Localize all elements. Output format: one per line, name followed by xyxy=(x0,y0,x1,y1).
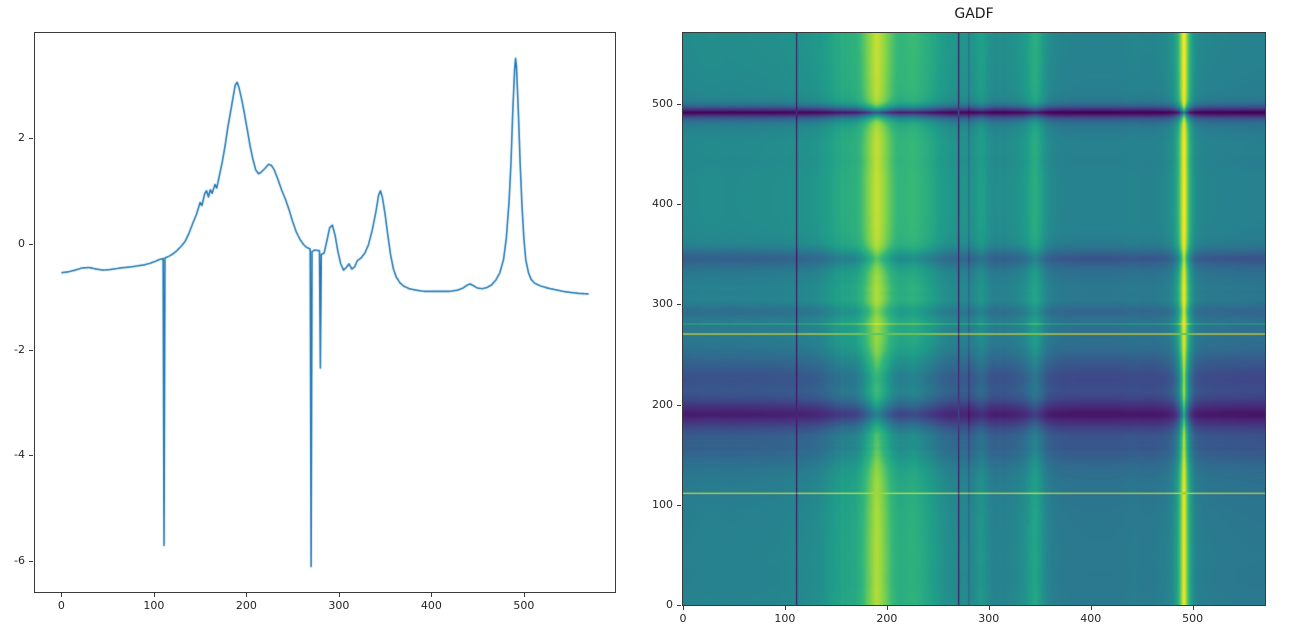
x-tick-mark xyxy=(1192,606,1194,610)
y-tick-label: 0 xyxy=(18,236,25,250)
x-tick-mark xyxy=(886,606,888,610)
y-tick-mark xyxy=(677,204,681,206)
y-tick-mark xyxy=(677,404,681,406)
x-tick-mark xyxy=(1090,606,1092,610)
x-tick-mark xyxy=(784,606,786,610)
x-tick-mark xyxy=(431,593,433,597)
y-tick-mark xyxy=(677,304,681,306)
x-tick-label: 0 xyxy=(57,599,65,612)
x-tick-label: 0 xyxy=(679,612,687,625)
y-tick-label: 300 xyxy=(652,297,673,311)
line-plot-area xyxy=(34,32,616,593)
y-tick-label: -4 xyxy=(14,448,25,462)
x-tick-mark xyxy=(523,593,525,597)
x-tick-label: 100 xyxy=(774,612,796,625)
x-tick-mark xyxy=(988,606,990,610)
y-tick-mark xyxy=(677,104,681,106)
x-tick-mark xyxy=(246,593,248,597)
y-tick-mark xyxy=(29,349,33,351)
gadf-heatmap-canvas xyxy=(683,33,1265,605)
y-tick-mark xyxy=(677,504,681,506)
y-tick-label: 2 xyxy=(18,130,25,144)
x-tick-label: 300 xyxy=(978,612,1000,625)
x-tick-label: 400 xyxy=(420,599,442,612)
x-tick-label: 400 xyxy=(1080,612,1102,625)
x-tick-label: 100 xyxy=(143,599,165,612)
x-tick-label: 200 xyxy=(876,612,898,625)
x-tick-mark xyxy=(153,593,155,597)
x-tick-label: 300 xyxy=(328,599,350,612)
x-tick-label: 500 xyxy=(1182,612,1204,625)
y-tick-mark xyxy=(677,605,681,606)
y-tick-label: 0 xyxy=(666,598,673,611)
y-tick-label: -6 xyxy=(14,554,25,568)
gadf-title: GADF xyxy=(954,6,994,22)
y-tick-label: -2 xyxy=(14,342,25,356)
y-tick-label: 200 xyxy=(652,397,673,411)
x-tick-label: 200 xyxy=(235,599,257,612)
y-tick-label: 400 xyxy=(652,197,673,211)
gadf-heatmap-area xyxy=(682,32,1266,606)
x-tick-mark xyxy=(61,593,63,597)
y-tick-mark xyxy=(29,243,33,245)
x-tick-label: 500 xyxy=(513,599,535,612)
y-tick-mark xyxy=(29,455,33,457)
line-plot-canvas xyxy=(35,33,615,592)
y-tick-label: 500 xyxy=(652,97,673,111)
x-tick-mark xyxy=(338,593,340,597)
y-tick-mark xyxy=(29,561,33,563)
y-tick-mark xyxy=(29,137,33,139)
y-tick-label: 100 xyxy=(652,497,673,511)
x-tick-mark xyxy=(683,606,684,610)
